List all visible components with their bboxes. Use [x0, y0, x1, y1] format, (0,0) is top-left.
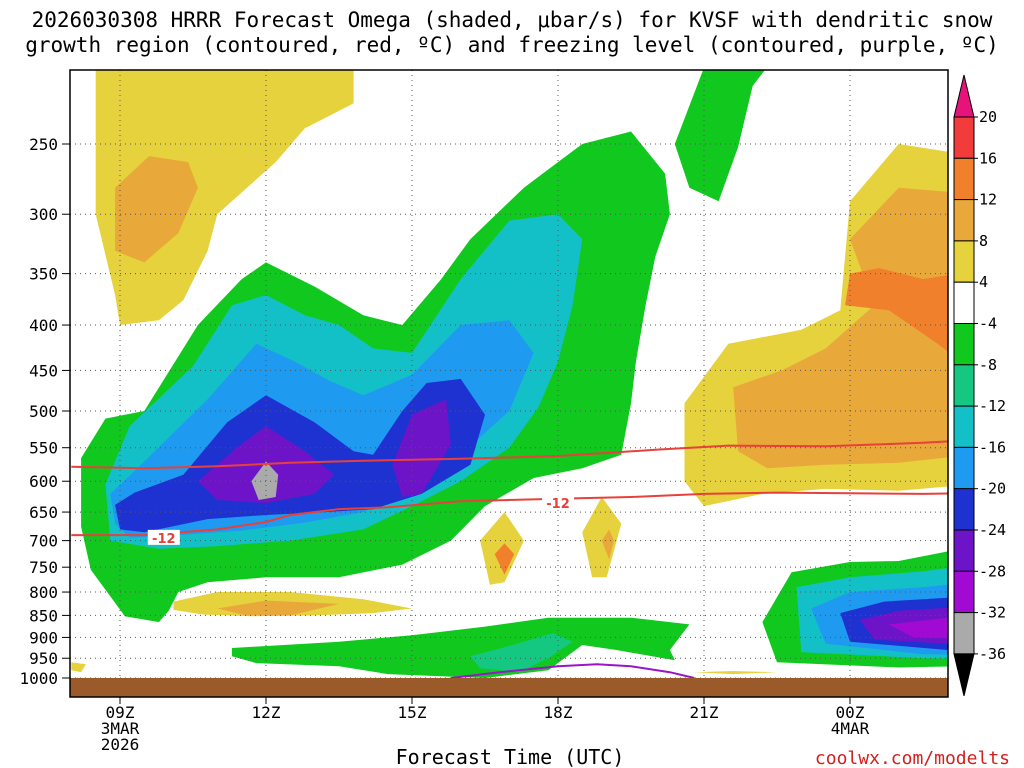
contour-dgz-bottom-minus-12 [71, 491, 948, 537]
contour-label-bg [147, 529, 180, 545]
omega-region-upper-orange-left [115, 156, 198, 263]
omega-region-upper-right-green [674, 70, 765, 202]
contour-label: -12 [546, 497, 570, 512]
y-tick-label: 550 [29, 439, 58, 458]
x-tick-label: 00Z [836, 703, 865, 722]
omega-region-bottom-right-yellow [694, 671, 777, 675]
omega-region-bottom-left-yellow [71, 662, 86, 673]
contour-freezing-level [450, 663, 695, 679]
colorbar-swatch [953, 323, 975, 366]
y-tick-label: 850 [29, 606, 58, 625]
x-axis-label: Forecast Time (UTC) [396, 745, 625, 768]
y-tick-label: 400 [29, 316, 58, 335]
y-tick-label: 250 [29, 135, 58, 154]
contour-dgz-top-minus-12 [71, 440, 948, 470]
y-tick-label: 350 [29, 265, 58, 284]
colorbar-label: -20 [979, 480, 1006, 498]
colorbar-label: 20 [979, 108, 997, 126]
colorbar-label: -36 [979, 645, 1006, 663]
colorbar-swatch [953, 281, 975, 325]
colorbar-label: -24 [979, 521, 1006, 539]
colorbar-bottom-arrow [953, 653, 975, 697]
y-tick-label: 450 [29, 361, 58, 380]
credit-text: coolwx.com/modelts [815, 748, 1010, 768]
omega-region-orange-mid-left [494, 543, 515, 575]
colorbar-swatch [953, 488, 975, 531]
y-tick-label: 650 [29, 503, 58, 522]
colorbar-swatch [953, 240, 975, 283]
contour-layer: -12 -12 [71, 440, 948, 679]
colorbar-swatch [953, 529, 975, 572]
y-tick-label: 600 [29, 472, 58, 491]
x-tick-label: 18Z [544, 703, 573, 722]
omega-fill-layer [71, 70, 948, 678]
colorbar-label: 4 [979, 273, 988, 291]
colorbar-swatch [953, 364, 975, 407]
chart-title-line2: growth region (contoured, red, ºC) and f… [25, 33, 999, 57]
colorbar-label: -28 [979, 562, 1006, 580]
y-tick-label: 750 [29, 558, 58, 577]
colorbar-swatch [953, 612, 975, 655]
y-tick-label: 950 [29, 649, 58, 668]
colorbar: 20 16 12 8 4 -4 -8 -12 -16 -20 -24 -28 -32 -36 [953, 74, 1006, 697]
omega-region-lower-left-orange [217, 600, 339, 616]
omega-region-right-orange-outer [733, 187, 948, 469]
colorbar-label: -32 [979, 604, 1006, 622]
x-tick-label: 15Z [398, 703, 427, 722]
y-axis: 250 300 350 400 450 500 550 600 650 700 750 800 850 9… [19, 135, 70, 688]
omega-region-purple-mid [392, 399, 451, 497]
omega-region-right-orange-inner [845, 268, 948, 352]
colorbar-swatch [953, 446, 975, 490]
omega-region-gray-core-left [251, 461, 279, 500]
x-tick-label: 12Z [252, 703, 281, 722]
y-tick-label: 900 [29, 628, 58, 647]
omega-region-yellow-mid-right [582, 497, 622, 578]
ground-strip [70, 678, 948, 697]
x-tick-label: 09Z [106, 703, 135, 722]
omega-region-lower-cyan-band [470, 633, 573, 673]
colorbar-swatch [953, 570, 975, 614]
colorbar-label: -4 [979, 315, 997, 333]
colorbar-swatch [953, 405, 975, 448]
omega-region-lower-green-band [231, 617, 690, 678]
y-tick-label: 300 [29, 205, 58, 224]
y-tick-label: 800 [29, 583, 58, 602]
colorbar-swatch [953, 199, 975, 242]
chart-title-line1: 2026030308 HRRR Forecast Omega (shaded, … [32, 8, 993, 32]
colorbar-swatch [953, 116, 975, 159]
plot-frame [69, 69, 949, 698]
y-tick-label: 1000 [19, 669, 58, 688]
x-tick-label: 21Z [690, 703, 719, 722]
y-tick-label: 500 [29, 402, 58, 421]
colorbar-label: 12 [979, 191, 997, 209]
colorbar-label: -8 [979, 356, 997, 374]
omega-region-orange-mid-right [601, 529, 614, 560]
x-tick-label: 2026 [101, 735, 140, 754]
contour-label-bg [542, 495, 574, 511]
colorbar-label: 8 [979, 232, 988, 250]
contour-label: -12 [152, 532, 176, 547]
omega-region-right-magenta [888, 617, 948, 639]
x-tick-label: 4MAR [831, 719, 870, 738]
colorbar-label: 16 [979, 149, 997, 167]
y-tick-label: 700 [29, 532, 58, 551]
omega-region-upper-yellow-left [95, 70, 354, 325]
colorbar-top-arrow [953, 74, 975, 118]
colorbar-swatch [953, 157, 975, 201]
x-tick-label: 3MAR [101, 719, 140, 738]
colorbar-label: -16 [979, 438, 1006, 456]
colorbar-label: -12 [979, 397, 1006, 415]
